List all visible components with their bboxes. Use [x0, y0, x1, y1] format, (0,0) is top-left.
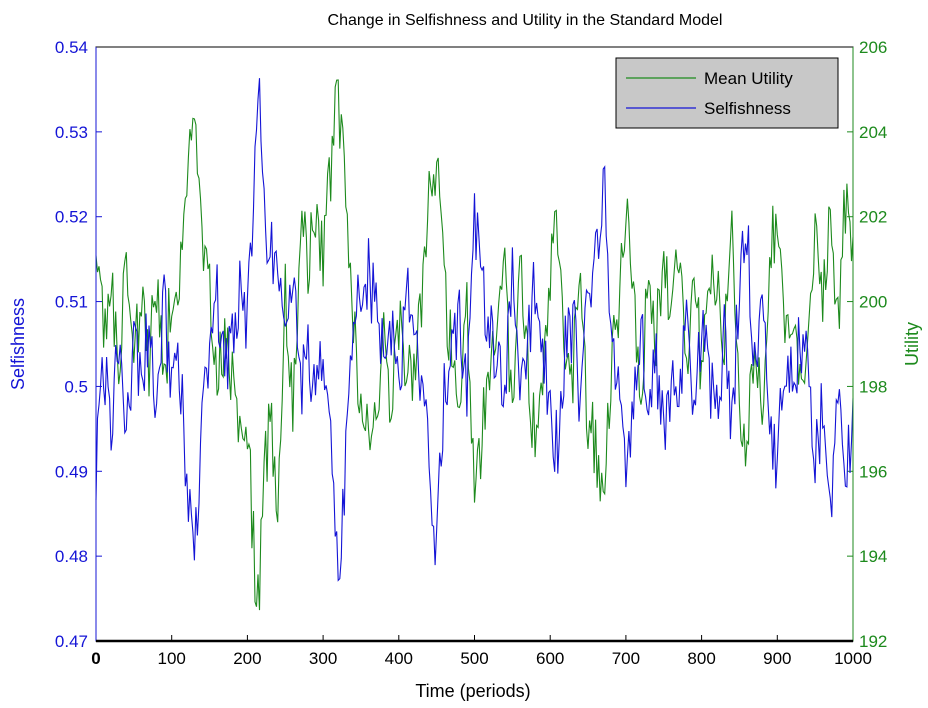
plot-frame	[95, 46, 854, 642]
series-line-selfishness	[95, 78, 854, 582]
y-left-axis-label: Selfishness	[8, 298, 28, 390]
y-right-tick-label: 196	[859, 462, 887, 481]
y-left-tick-label: 0.51	[55, 293, 88, 312]
x-tick-label: 900	[763, 649, 791, 668]
legend: Mean Utility Selfishness	[615, 57, 839, 129]
y-right-tick-label: 198	[859, 377, 887, 396]
y-right-tick-label: 200	[859, 293, 887, 312]
plot-area	[95, 46, 854, 642]
y-left-axis-ticks: 0.47 0.48 0.49 0.5 0.51 0.52 0.53 0.54	[55, 38, 102, 651]
x-axis-label: Time (periods)	[415, 681, 530, 701]
x-tick-label: 1000	[834, 649, 872, 668]
y-right-tick-label: 194	[859, 547, 887, 566]
y-right-tick-label: 206	[859, 38, 887, 57]
y-right-tick-label: 204	[859, 123, 887, 142]
x-tick-label: 0	[91, 649, 100, 668]
y-right-axis-ticks: 192 194 196 198 200 202 204 206	[847, 38, 887, 651]
y-left-tick-label: 0.52	[55, 208, 88, 227]
chart-title: Change in Selfishness and Utility in the…	[328, 12, 723, 29]
y-left-tick-label: 0.54	[55, 38, 88, 57]
legend-label-mean-utility: Mean Utility	[704, 69, 793, 88]
legend-box	[615, 57, 839, 129]
y-left-tick-label: 0.5	[64, 377, 88, 396]
x-tick-label: 100	[158, 649, 186, 668]
y-left-tick-label: 0.49	[55, 462, 88, 481]
x-tick-label: 500	[460, 649, 488, 668]
x-tick-label: 400	[385, 649, 413, 668]
y-left-tick-label: 0.47	[55, 632, 88, 651]
x-tick-label: 600	[536, 649, 564, 668]
series-layer	[95, 46, 854, 643]
legend-label-selfishness: Selfishness	[704, 99, 791, 118]
series-line-mean-utility	[95, 79, 854, 611]
x-tick-label: 300	[309, 649, 337, 668]
y-left-tick-label: 0.53	[55, 123, 88, 142]
y-right-axis-label: Utility	[902, 322, 922, 366]
y-right-tick-label: 202	[859, 208, 887, 227]
x-tick-label: 800	[687, 649, 715, 668]
x-tick-label: 200	[233, 649, 261, 668]
x-axis-ticks: 0 100 200 300 400 500 600 700 800 900 1000	[91, 635, 872, 668]
x-tick-label: 700	[612, 649, 640, 668]
y-left-tick-label: 0.48	[55, 547, 88, 566]
y-right-tick-label: 192	[859, 632, 887, 651]
